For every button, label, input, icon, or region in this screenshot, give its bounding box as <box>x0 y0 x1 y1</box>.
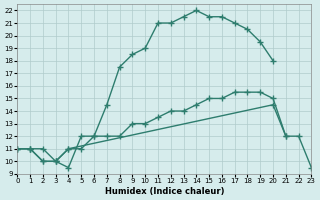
X-axis label: Humidex (Indice chaleur): Humidex (Indice chaleur) <box>105 187 224 196</box>
